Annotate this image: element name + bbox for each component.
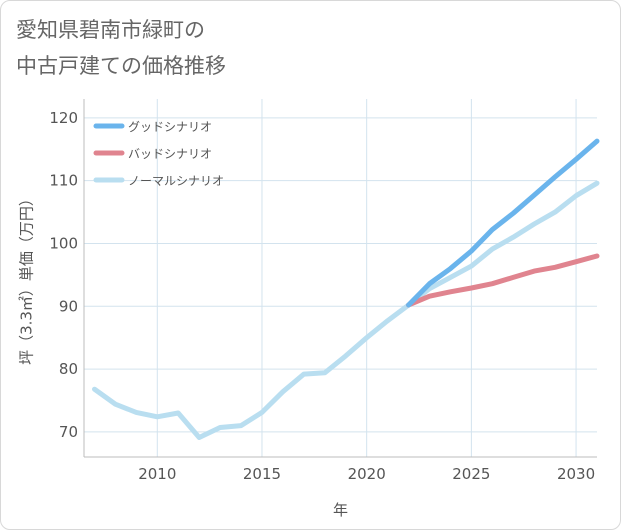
x-tick-label: 2010 [138,465,176,483]
axes [83,99,597,458]
x-axis-label: 年 [333,501,348,519]
chart-title: 愛知県碧南市緑町の 中古戸建ての価格推移 [16,18,226,78]
grid-lines [84,99,597,457]
y-axis-label: 坪（3.3㎡）単価（万円） [18,191,36,365]
y-tick-label: 120 [49,109,78,127]
x-tick-label: 2020 [348,465,386,483]
tick-labels: 2010 2015 2020 2025 2030 70 80 90 100 110 120 [49,109,595,483]
y-tick-label: 90 [59,297,78,315]
y-tick-label: 70 [59,423,78,441]
y-tick-label: 110 [49,172,78,190]
y-tick-label: 100 [49,234,78,252]
series-line [406,138,600,308]
series-lines [92,138,600,440]
y-tick-label: 80 [59,360,78,378]
x-tick-label: 2015 [243,465,281,483]
legend-label: バッドシナリオ [128,147,212,161]
x-tick-label: 2025 [452,465,490,483]
x-tick-label: 2030 [557,465,595,483]
legend-label: グッドシナリオ [128,120,212,134]
series-line [406,253,600,308]
legend-label: ノーマルシナリオ [128,174,224,188]
series-line [92,180,600,440]
